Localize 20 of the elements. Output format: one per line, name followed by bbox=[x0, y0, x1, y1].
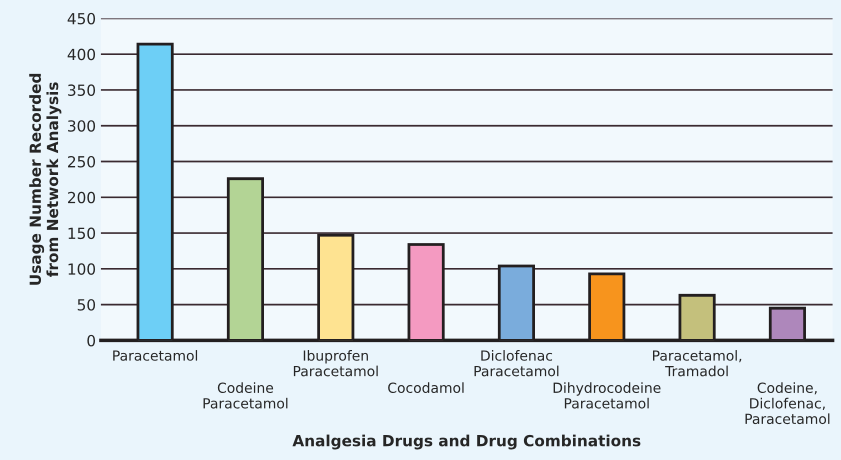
x-tick-label: Codeine, Diclofenac, Paracetamol bbox=[746, 382, 830, 424]
x-tick-label: Ibuprofen Paracetamol bbox=[294, 350, 378, 376]
x-tick-label: Dihydrocodeine Paracetamol bbox=[554, 382, 661, 409]
x-tick-label: Codeine Paracetamol bbox=[204, 382, 288, 409]
x-tick-label: Diclofenac Paracetamol bbox=[474, 350, 558, 376]
x-tick-label: Paracetamol, Tramadol bbox=[653, 350, 742, 376]
x-tick-label: Paracetamol bbox=[113, 350, 198, 361]
y-tick-label: 300 bbox=[68, 120, 96, 132]
y-tick-label: 250 bbox=[68, 156, 96, 168]
y-tick-label: 350 bbox=[68, 84, 96, 96]
y-axis-title: Usage Number Recorded from Network Analysis bbox=[29, 74, 62, 285]
y-tick-label: 400 bbox=[68, 48, 96, 60]
y-tick-label: 0 bbox=[87, 334, 96, 346]
y-tick-label: 100 bbox=[68, 263, 96, 275]
y-tick-label: 200 bbox=[68, 192, 96, 204]
y-tick-label: 50 bbox=[78, 299, 96, 311]
x-tick-label: Cocodamol bbox=[388, 382, 464, 394]
y-tick-label: 450 bbox=[68, 12, 96, 24]
y-tick-label: 150 bbox=[68, 228, 96, 240]
x-axis-title: Analgesia Drugs and Drug Combinations bbox=[292, 434, 640, 450]
